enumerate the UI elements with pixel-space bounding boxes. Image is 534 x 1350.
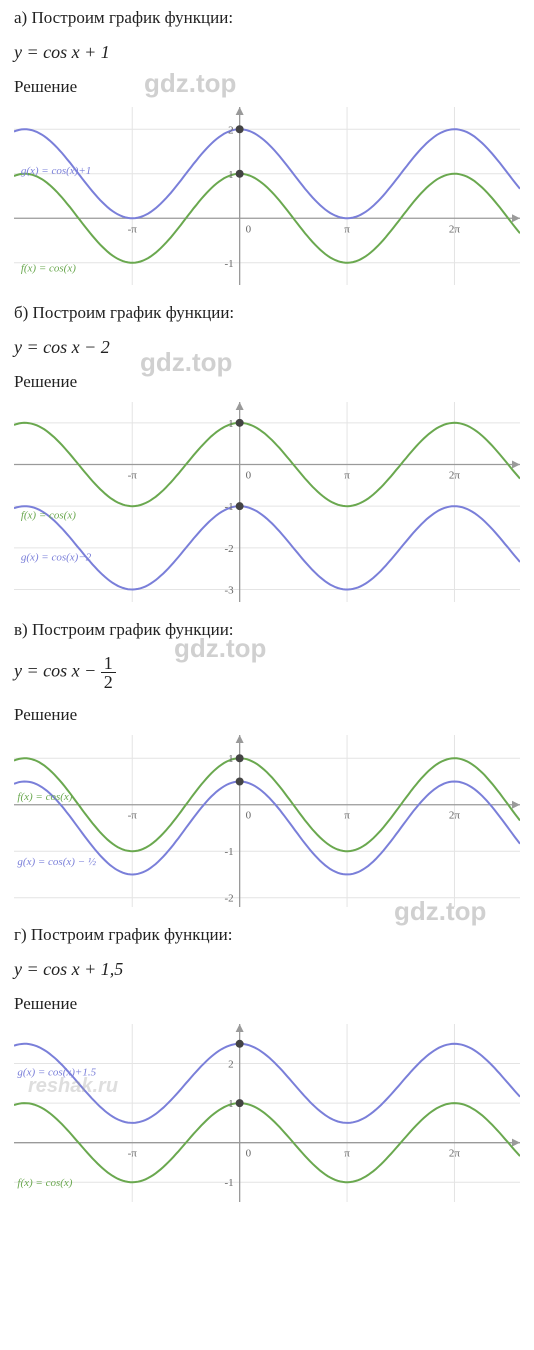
svg-text:0: 0	[246, 223, 252, 235]
svg-text:-1: -1	[224, 258, 233, 270]
problem-formula: y = cos x + 1,5	[14, 959, 520, 980]
chart-wrap: -π 0 π 2π -3 -2 -1 1 f(x) = cos(x) g(x) = cos(x)−…	[14, 402, 520, 602]
svg-text:g(x) = cos(x) − ½: g(x) = cos(x) − ½	[17, 856, 96, 868]
problem-v: в) Построим график функции: y = cos x − 1…	[14, 620, 520, 907]
solution-label: Решение	[14, 77, 520, 97]
svg-text:f(x) = cos(x): f(x) = cos(x)	[17, 791, 72, 803]
svg-text:g(x) = cos(x)+1.5: g(x) = cos(x)+1.5	[17, 1066, 96, 1078]
svg-text:f(x) = cos(x): f(x) = cos(x)	[21, 510, 76, 522]
function-chart: -π 0 π 2π -2 -1 1 f(x) = cos(x) g(x) = cos(x) − …	[14, 735, 520, 907]
svg-text:f(x) = cos(x): f(x) = cos(x)	[21, 263, 76, 275]
solution-label: Решение	[14, 705, 520, 725]
svg-text:1: 1	[228, 418, 234, 430]
problem-prompt: г) Построим график функции:	[14, 925, 520, 945]
svg-text:f(x) = cos(x): f(x) = cos(x)	[17, 1177, 72, 1189]
svg-text:1: 1	[228, 753, 234, 765]
chart-wrap: -π 0 π 2π -1 1 2 f(x) = cos(x) g(x) = cos(x)+1.5	[14, 1024, 520, 1202]
svg-text:π: π	[344, 1148, 350, 1160]
function-chart: -π 0 π 2π -1 1 2 f(x) = cos(x) g(x) = cos(x)+1.5	[14, 1024, 520, 1202]
problem-prompt: б) Построим график функции:	[14, 303, 520, 323]
svg-text:2: 2	[228, 1059, 234, 1071]
problem-formula: y = cos x − 12	[14, 654, 520, 691]
svg-text:-π: -π	[128, 223, 138, 235]
solution-label: Решение	[14, 994, 520, 1014]
problem-formula: y = cos x + 1	[14, 42, 520, 63]
function-chart: -π 0 π 2π -1 1 2 f(x) = cos(x) g(x) = cos(x)+1	[14, 107, 520, 285]
svg-text:0: 0	[246, 810, 252, 822]
problem-a: а) Построим график функции: y = cos x + 1…	[14, 8, 520, 285]
svg-text:g(x) = cos(x)+1: g(x) = cos(x)+1	[21, 165, 91, 177]
problem-b: б) Построим график функции: y = cos x − 2…	[14, 303, 520, 602]
svg-text:1: 1	[228, 1098, 234, 1110]
svg-text:π: π	[344, 223, 350, 235]
svg-text:2π: 2π	[449, 470, 461, 482]
problem-g: г) Построим график функции: y = cos x + 1…	[14, 925, 520, 1202]
problem-formula: y = cos x − 2	[14, 337, 520, 358]
problem-prompt: в) Построим график функции:	[14, 620, 520, 640]
svg-text:-1: -1	[224, 846, 233, 858]
svg-text:2π: 2π	[449, 810, 461, 822]
svg-text:-2: -2	[224, 893, 233, 905]
chart-wrap: -π 0 π 2π -2 -1 1 f(x) = cos(x) g(x) = cos(x) − …	[14, 735, 520, 907]
svg-text:2π: 2π	[449, 1148, 461, 1160]
svg-text:-2: -2	[224, 543, 233, 555]
problem-prompt: а) Построим график функции:	[14, 8, 520, 28]
svg-text:-1: -1	[224, 1177, 233, 1189]
svg-text:0: 0	[246, 470, 252, 482]
chart-wrap: -π 0 π 2π -1 1 2 f(x) = cos(x) g(x) = cos(x)+1	[14, 107, 520, 285]
svg-text:1: 1	[228, 169, 234, 181]
svg-text:-π: -π	[128, 810, 138, 822]
svg-text:-3: -3	[224, 585, 234, 597]
svg-text:2: 2	[228, 124, 234, 136]
svg-text:0: 0	[246, 1148, 252, 1160]
svg-text:2π: 2π	[449, 223, 461, 235]
solution-label: Решение	[14, 372, 520, 392]
svg-text:π: π	[344, 470, 350, 482]
svg-text:-π: -π	[128, 470, 138, 482]
svg-text:-π: -π	[128, 1148, 138, 1160]
svg-text:-1: -1	[224, 501, 233, 513]
function-chart: -π 0 π 2π -3 -2 -1 1 f(x) = cos(x) g(x) = cos(x)−…	[14, 402, 520, 602]
svg-text:π: π	[344, 810, 350, 822]
svg-text:g(x) = cos(x)−2: g(x) = cos(x)−2	[21, 551, 92, 563]
